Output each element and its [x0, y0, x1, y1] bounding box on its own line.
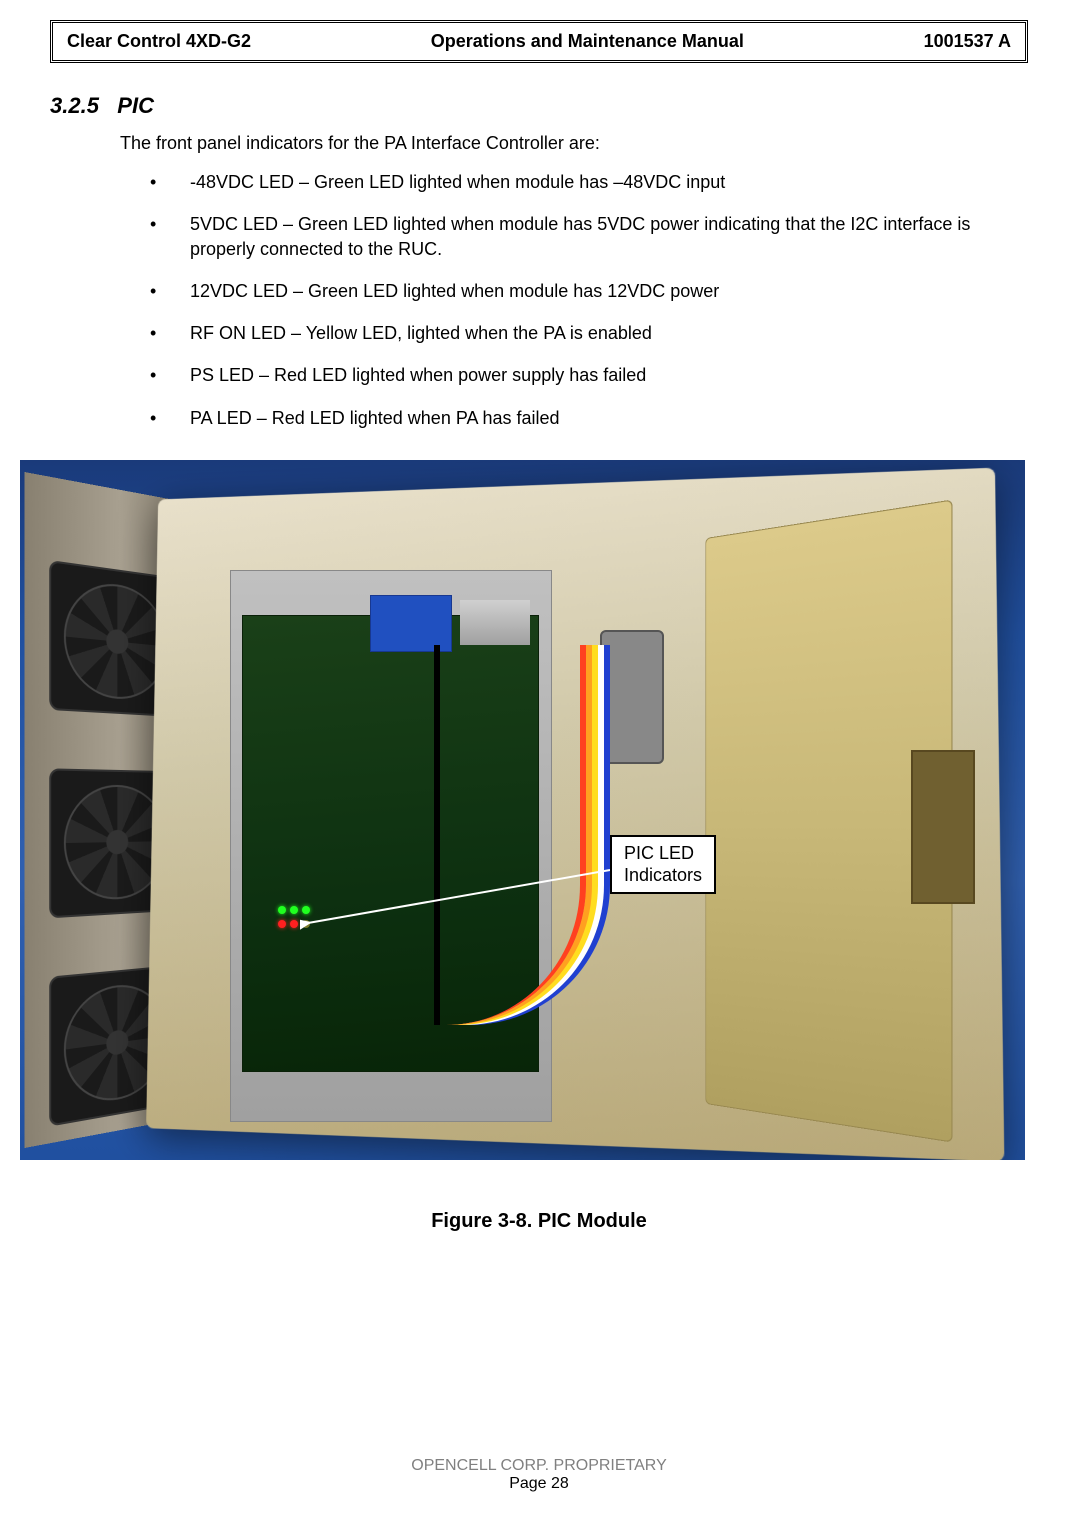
section-title: PIC [117, 93, 154, 118]
section-heading: 3.2.5 PIC [50, 93, 1028, 119]
led-green-icon [278, 906, 286, 914]
d-sub-connector [600, 630, 664, 764]
header-center: Operations and Maintenance Manual [431, 31, 744, 52]
led-red-icon [290, 920, 298, 928]
list-item: 5VDC LED – Green LED lighted when module… [150, 212, 1028, 261]
document-page: Clear Control 4XD-G2 Operations and Main… [0, 0, 1078, 1513]
intro-paragraph: The front panel indicators for the PA In… [120, 133, 1028, 154]
footer-proprietary: OPENCELL CORP. PROPRIETARY [0, 1457, 1078, 1475]
header-right: 1001537 A [924, 31, 1011, 52]
list-item: PA LED – Red LED lighted when PA has fai… [150, 406, 1028, 430]
footer-page-number: Page 28 [0, 1475, 1078, 1493]
amplifier-nameplate [911, 750, 975, 904]
led-red-icon [278, 920, 286, 928]
callout-label-box: PIC LED Indicators [610, 835, 716, 894]
list-item: -48VDC LED – Green LED lighted when modu… [150, 170, 1028, 194]
indicator-list: -48VDC LED – Green LED lighted when modu… [150, 170, 1028, 430]
figure-caption: Figure 3-8. PIC Module [50, 1210, 1028, 1233]
header-left: Clear Control 4XD-G2 [67, 31, 251, 52]
led-green-icon [290, 906, 298, 914]
section-number: 3.2.5 [50, 93, 99, 118]
callout-arrow-icon [300, 865, 615, 935]
callout-line2: Indicators [624, 865, 702, 885]
list-item: RF ON LED – Yellow LED, lighted when the… [150, 321, 1028, 345]
callout-line1: PIC LED [624, 843, 694, 863]
figure-photo: PIC LED Indicators [20, 460, 1025, 1160]
connector-blue [370, 595, 452, 652]
page-footer: OPENCELL CORP. PROPRIETARY Page 28 [0, 1457, 1078, 1493]
connector-silver [460, 600, 530, 645]
page-header-box: Clear Control 4XD-G2 Operations and Main… [50, 20, 1028, 63]
list-item: PS LED – Red LED lighted when power supp… [150, 363, 1028, 387]
list-item: 12VDC LED – Green LED lighted when modul… [150, 279, 1028, 303]
